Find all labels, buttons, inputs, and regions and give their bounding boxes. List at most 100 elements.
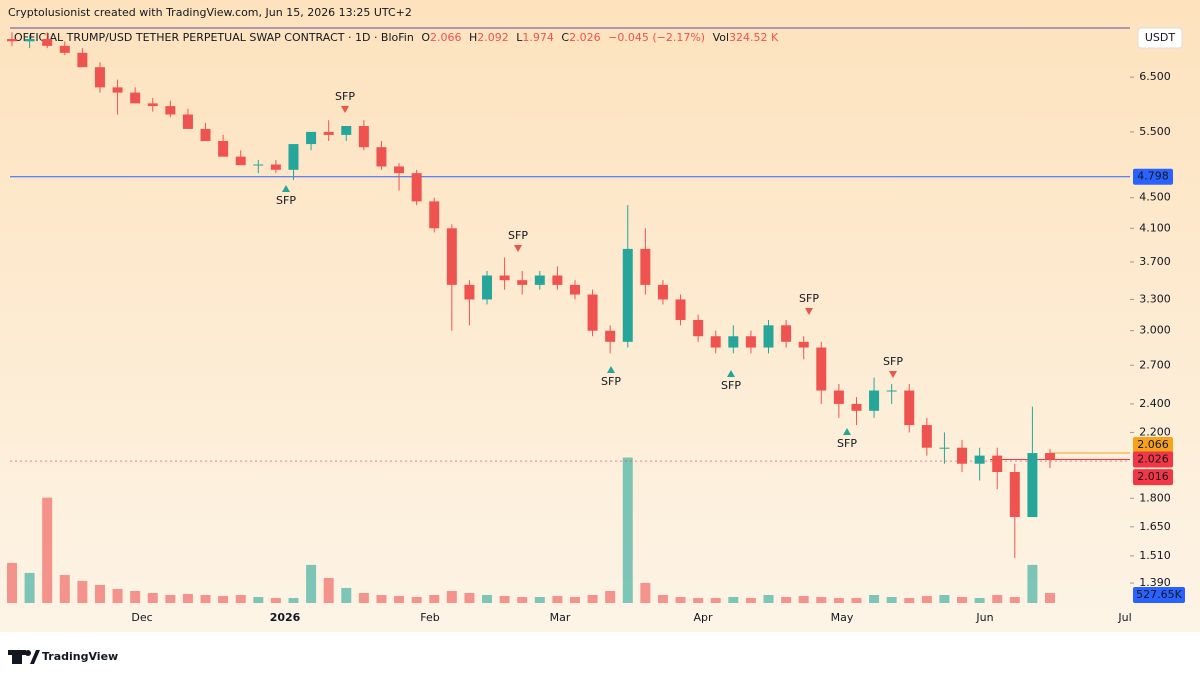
vol-label: Vol (713, 31, 729, 44)
candle-body (763, 325, 774, 348)
candle-body (869, 390, 880, 411)
x-tick-label: Apr (693, 611, 713, 624)
candle-body (622, 248, 633, 342)
candle-body (235, 156, 246, 166)
annotation-arrow (727, 370, 735, 377)
y-tick-label: 2.200 (1139, 425, 1171, 438)
volume-bar (253, 596, 264, 603)
volume-bar (1045, 592, 1055, 603)
volume-bar (358, 592, 369, 603)
y-tick-label: 5.500 (1139, 125, 1171, 138)
annotation-arrow (843, 428, 851, 435)
volume-bar (798, 595, 809, 603)
x-tick-label: Feb (420, 611, 439, 624)
candle-body (552, 275, 563, 285)
y-tick-label: 2.400 (1139, 397, 1171, 410)
x-tick-label: Jun (975, 611, 993, 624)
candle-body (165, 106, 176, 115)
annotation: SFP (721, 379, 741, 392)
volume-bar (200, 594, 211, 603)
annotation-arrow (341, 106, 349, 113)
candle-body (77, 52, 88, 68)
candle-body (59, 45, 70, 53)
y-tick-label: 2.700 (1139, 358, 1171, 371)
candle-body (693, 319, 704, 337)
volume-bar (710, 597, 721, 603)
vol: 324.52 K (729, 31, 779, 44)
volume-bar (394, 595, 405, 603)
volume-bar (464, 592, 475, 603)
annotation: SFP (883, 355, 903, 368)
candle-body (7, 39, 17, 42)
volume-bar (517, 596, 528, 603)
volume-bar (411, 596, 422, 603)
candle-body (429, 201, 440, 229)
price-label-box (1133, 451, 1173, 468)
volume-bar (728, 596, 739, 603)
volume-bar (182, 593, 193, 603)
price-label-box (1133, 437, 1173, 454)
brand: TradingView (42, 650, 118, 663)
candle-body (464, 284, 475, 300)
annotation-arrow (607, 366, 615, 373)
volume-bar (24, 572, 35, 603)
volume-bar (218, 595, 229, 603)
volume-bar (235, 594, 246, 603)
candle-body (358, 125, 369, 148)
candle-body (745, 336, 756, 348)
price-label-box (1133, 168, 1173, 185)
candle-body (781, 325, 792, 342)
y-tick-label: 3.700 (1139, 255, 1171, 268)
x-tick-label: Dec (131, 611, 152, 624)
y-tick-label: 3.000 (1139, 324, 1171, 337)
volume-bar (429, 594, 440, 603)
x-tick-label: 2026 (270, 611, 301, 624)
candle-body (957, 447, 968, 464)
candle-body (446, 228, 457, 285)
annotation: SFP (601, 375, 621, 388)
x-tick-label: Jul (1117, 611, 1131, 624)
y-tick-label: 1.390 (1139, 576, 1171, 589)
candle-body (200, 128, 211, 141)
candle-body (939, 447, 950, 449)
volume-bar (587, 594, 598, 603)
candle-body (675, 299, 686, 320)
candle-body (640, 248, 651, 285)
volume-bar (534, 596, 545, 603)
candle-body (710, 336, 721, 348)
l: 1.974 (522, 31, 554, 44)
logo (8, 650, 40, 664)
background (0, 0, 1200, 632)
volume-bar (288, 597, 299, 603)
candle-body (517, 280, 528, 285)
candle-body (499, 275, 510, 281)
candle-body (1009, 472, 1020, 518)
volume-bar (446, 590, 457, 603)
annotation: SFP (276, 194, 296, 207)
volume-bar (693, 597, 704, 603)
candle-body (218, 140, 229, 157)
volume-bar (77, 580, 88, 603)
candle-body (886, 390, 897, 392)
candle-body (394, 166, 405, 174)
volume-bar (745, 597, 756, 603)
candle-body (147, 103, 158, 107)
volume-bar (499, 595, 510, 603)
volume-label: 527.65K (1136, 588, 1182, 601)
volume-bar (886, 596, 897, 603)
volume-bar (42, 497, 53, 603)
volume-bar (323, 577, 334, 603)
price-label: 4.798 (1137, 170, 1169, 183)
currency[interactable]: USDT (1145, 31, 1176, 44)
volume-bar (851, 597, 862, 603)
price-label: 2.016 (1137, 470, 1169, 483)
volume-bar (94, 584, 105, 603)
y-tick-label: 4.100 (1139, 221, 1171, 234)
candle-body (534, 275, 545, 285)
volume-bar (130, 590, 141, 603)
o: 2.066 (430, 31, 462, 44)
currency-box[interactable] (1137, 27, 1183, 49)
volume-bar (112, 588, 123, 603)
candle-body (798, 341, 809, 348)
